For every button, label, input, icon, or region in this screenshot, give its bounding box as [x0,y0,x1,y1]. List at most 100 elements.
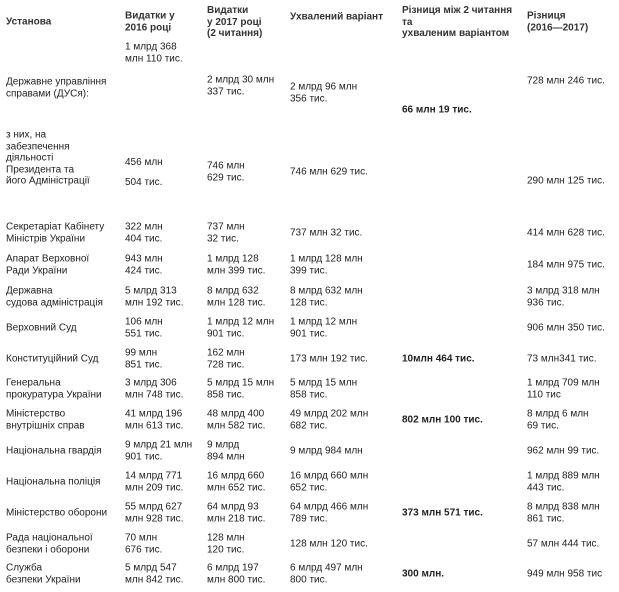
cell-approved-version: 2 млрд 96 млн 356 тис. [290,82,357,105]
cell-text-line: 16 млрд 660 млн [290,470,369,482]
cell-text-line: млн 192 тис. [125,297,184,308]
cell-approved-version: 16 млрд 660 млн 652 тис. [290,471,368,494]
cell-text-line: безпеки і оборони [6,544,90,555]
cell-difference-2016-2017: 1 млрд 889 млн 443 тис. [527,471,600,494]
cell-text-line: 5 млрд 15 млн [207,377,275,389]
cell-text-line: млн 928 тис. [125,513,184,524]
cell-institution: Рада національної безпеки і оборони [6,533,93,556]
cell-text-line: 1 млрд 368 [125,41,177,53]
cell-difference-2016-2017: 8 млрд 6 млн 69 тис. [527,409,589,432]
cell-text-line: 49 млрд 202 млн [290,408,369,420]
cell-spending-2016: 99 млн 851 тис. [125,348,162,371]
cell-spending-2017-second-reading: 1 млрд 12 млн 901 тис. [207,317,274,340]
cell-text-line: млн 582 тис. [207,420,266,431]
cell-spending-2017-second-reading: 6 млрд 197 млн 800 тис. [207,563,265,586]
cell-spending-2017-second-reading: 128 млн 120 тис. [207,533,245,556]
cell-difference-reading-approved: 10млн 464 тис. [402,353,475,365]
cell-text-line: 9 млрд 21 млн [125,439,193,451]
cell-text-line: 57 млн 444 тис. [527,538,600,550]
cell-text-line: млн 800 тис. [207,574,266,585]
cell-text-line: 629 тис. [207,172,245,183]
cell-spending-2016: 5 млрд 313 млн 192 тис. [125,286,183,309]
cell-text-line: 676 тис. [125,544,163,555]
cell-text-line: 2016 році [125,22,172,33]
cell-difference-2016-2017: 962 млн 99 тис. [527,445,599,457]
cell-institution: Установа [6,16,51,28]
cell-text-line: (2 читання) [207,27,263,39]
cell-difference-2016-2017: 184 млн 975 тис. [527,259,605,271]
cell-text-line: 858 тис. [290,389,328,400]
cell-spending-2016: 943 млн 424 тис. [125,254,163,277]
cell-text-line: 128 тис. [290,297,328,308]
cell-text-line: 802 млн 100 тис. [402,414,483,426]
cell-text-line: 110 тис [527,389,561,400]
cell-text-line: Різниця між 2 читання [402,4,513,16]
cell-text-line: 414 млн 628 тис. [527,227,605,239]
cell-spending-2017-second-reading: 9 млрд 894 млн [207,440,245,463]
cell-text-line: та [402,16,413,28]
cell-spending-2016: 456 млн 504 тис. [125,153,163,193]
cell-spending-2016: Видатки у 2016 році [125,11,175,34]
cell-text-line: Видатки у [125,10,175,22]
cell-spending-2016: 106 млн 551 тис. [125,317,163,340]
cell-text-line: 737 млн [207,221,245,233]
cell-text-line: 894 млн [207,451,245,462]
cell-spending-2017-second-reading: 5 млрд 15 млн 858 тис. [207,378,274,401]
cell-approved-version: Ухвалений варіант [290,11,383,23]
cell-spending-2017-second-reading: Видатки у 2017 році (2 читання) [207,5,262,40]
cell-text-line: 682 тис. [290,420,328,431]
cell-text-line: млн 218 тис. [207,513,266,524]
cell-text-line: 746 млн 629 тис. [290,166,368,178]
cell-spending-2016: 41 млрд 196 млн 613 тис. [125,409,183,432]
cell-text-line: 173 млн 192 тис. [290,353,368,365]
cell-text-line: 399 тис. [290,265,328,276]
cell-text-line: Президента та [6,163,75,175]
cell-spending-2017-second-reading: 1 млрд 128 млн 399 тис. [207,254,265,277]
cell-institution: Державна судова адміністрація [6,286,103,309]
cell-difference-2016-2017: 3 млрд 318 млн 936 тис. [527,286,600,309]
cell-text-line: 73 млн341 тис. [527,353,597,365]
cell-text-line: у 2017 році [207,16,262,28]
cell-institution: Державне управління справами (ДУСя): [6,77,106,100]
cell-text-line: прокуратура України [6,389,102,400]
cell-spending-2016: 5 млрд 547 млн 842 тис. [125,563,183,586]
cell-text-line: 5 млрд 547 [125,562,177,574]
cell-text-line: 64 млрд 466 млн [290,501,369,513]
cell-text-line: 373 млн 571 тис. [402,507,483,519]
cell-text-line: 48 млрд 400 [207,408,265,420]
cell-text-line: 128 млн [207,532,245,544]
cell-text-line: 800 тис. [290,574,328,585]
cell-approved-version: 1 млрд 12 млн 901 тис. [290,317,357,340]
cell-institution: Служба безпеки України [6,563,81,586]
cell-approved-version: 737 млн 32 тис. [290,227,362,239]
cell-text-line: 1 млрд 12 млн [290,316,358,328]
cell-spending-2016: 55 млрд 627 млн 928 тис. [125,502,183,525]
cell-difference-reading-approved: 373 млн 571 тис. [402,507,483,519]
cell-text-line: Апарат Верховної [6,253,90,265]
cell-difference-reading-approved: 802 млн 100 тис. [402,414,483,426]
cell-text-line: млн 128 тис. [207,297,266,308]
cell-text-line: млн 748 тис. [125,389,184,400]
cell-text-line: 936 тис. [527,297,565,308]
cell-text-line: 337 тис. [207,86,245,97]
cell-text-line: Різниця [527,10,566,22]
cell-difference-2016-2017: 906 млн 350 тис. [527,322,605,334]
cell-text-line: 41 млрд 196 [125,408,183,420]
cell-text-line: 8 млрд 838 млн [527,501,600,513]
cell-text-line: 858 тис. [207,389,245,400]
cell-approved-version: 746 млн 629 тис. [290,166,368,178]
cell-difference-2016-2017: 290 млн 125 тис. [527,175,605,187]
cell-text-line: 504 тис. [125,177,163,188]
cell-difference-2016-2017: 949 млн 958 тис [527,568,602,580]
cell-text-line: Генеральна [6,377,61,389]
cell-text-line: 652 тис. [290,482,328,493]
cell-text-line: ухваленим варіантом [402,27,510,39]
cell-text-line: 3 млрд 306 [125,377,177,389]
cell-text-line: Міністерство оборони [6,507,108,519]
cell-text-line: 901 тис. [207,328,245,339]
cell-text-line: 1 млрд 709 млн [527,377,600,389]
cell-text-line: 6 млрд 197 [207,562,259,574]
cell-approved-version: 64 млрд 466 млн 789 тис. [290,502,368,525]
cell-institution: Генеральна прокуратура України [6,378,102,401]
cell-institution: Апарат Верховної Ради України [6,254,89,277]
